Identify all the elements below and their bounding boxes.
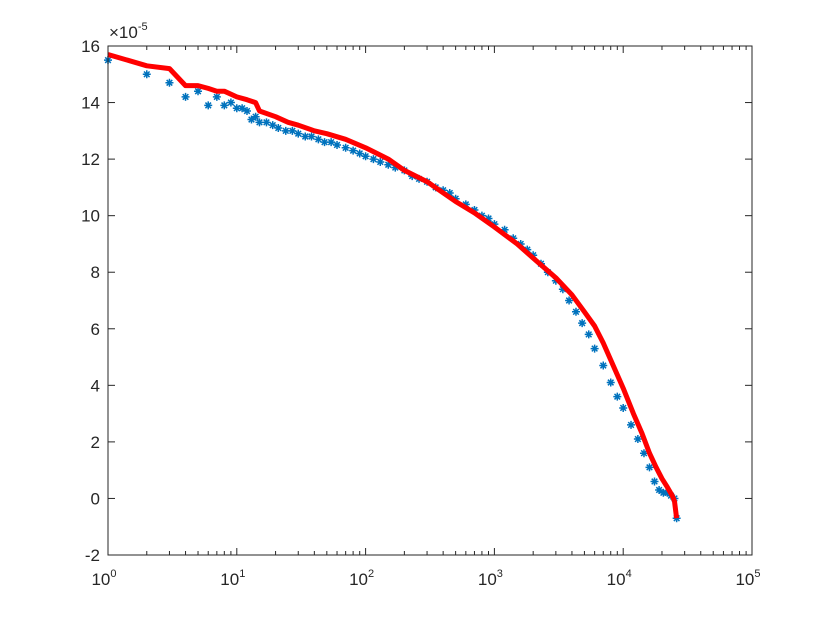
scatter-point (484, 214, 493, 223)
y-multiplier-exponent: -5 (138, 21, 148, 33)
scatter-point (320, 138, 329, 147)
scatter-point (226, 98, 235, 107)
y-multiplier-base: ×10 (109, 23, 138, 42)
scatter-point (242, 107, 251, 116)
x-tick-base: 10 (478, 570, 497, 589)
scatter-point (361, 152, 370, 161)
x-tick-base: 10 (220, 570, 239, 589)
y-tick-label: 12 (81, 150, 100, 169)
scatter-point (281, 126, 290, 135)
scatter-point (212, 92, 221, 101)
x-tick-exponent: 3 (497, 568, 503, 580)
scatter-point (461, 200, 470, 209)
scatter-point (558, 285, 567, 294)
scatter-point (247, 115, 256, 124)
y-tick-label: 14 (81, 94, 100, 113)
scatter-point (571, 307, 580, 316)
y-tick-label: 8 (91, 263, 100, 282)
x-tick-exponent: 2 (368, 568, 374, 580)
scatter-point (672, 514, 681, 523)
scatter-point (565, 296, 574, 305)
y-tick-label: 6 (91, 320, 100, 339)
x-tick-label: 103 (478, 568, 503, 589)
y-tick-label: 0 (91, 489, 100, 508)
line-series (107, 52, 680, 519)
scatter-point (613, 392, 622, 401)
scatter-point (314, 135, 323, 144)
x-tick-exponent: 1 (239, 568, 245, 580)
scatter-point (599, 361, 608, 370)
scatter-point (355, 149, 364, 158)
scatter-point (590, 344, 599, 353)
scatter-point (232, 104, 241, 113)
scatter-point (204, 101, 213, 110)
scatter-point (500, 225, 509, 234)
y-tick-label: 16 (81, 37, 100, 56)
fit-line (107, 52, 680, 519)
scatter-point (627, 420, 636, 429)
x-tick-exponent: 0 (110, 568, 116, 580)
scatter-point (288, 126, 297, 135)
scatter-point (376, 157, 385, 166)
scatter-point (645, 463, 654, 472)
scatter-point (274, 124, 283, 133)
x-tick-base: 10 (349, 570, 368, 589)
x-tick-base: 10 (91, 570, 110, 589)
y-tick-labels: 16 14 12 10 8 6 4 2 0 -2 (81, 37, 100, 565)
scatter-point (268, 121, 277, 130)
scatter-point (294, 129, 303, 138)
scatter-point (165, 78, 174, 87)
scatter-point (655, 485, 664, 494)
x-tick-base: 10 (735, 570, 754, 589)
axes-box (107, 45, 753, 556)
x-tick-label: 102 (349, 568, 374, 589)
y-tick-label: -2 (85, 546, 100, 565)
scatter-point (181, 92, 190, 101)
scatter-point (663, 488, 672, 497)
scatter-point (633, 435, 642, 444)
scatter-point (307, 132, 316, 141)
scatter-point (301, 132, 310, 141)
scatter-point (341, 143, 350, 152)
scatter-point (255, 118, 264, 127)
scatter-point (578, 319, 587, 328)
scatter-point (619, 403, 628, 412)
y-multiplier-label: ×10-5 (109, 21, 148, 42)
scatter-point (251, 112, 260, 121)
scatter-point (584, 330, 593, 339)
x-tick-exponent: 4 (626, 568, 632, 580)
scatter-point (639, 449, 648, 458)
x-tick-labels: 100 101 102 103 104 105 (91, 568, 760, 589)
scatter-point (194, 87, 203, 96)
scatter-point (391, 163, 400, 172)
scatter-point (650, 477, 659, 486)
axis-ticks (107, 45, 753, 556)
y-tick-label: 2 (91, 433, 100, 452)
y-tick-label: 10 (81, 207, 100, 226)
scatter-point (142, 70, 151, 79)
scatter-point (606, 378, 615, 387)
x-tick-label: 101 (220, 568, 245, 589)
x-tick-label: 105 (735, 568, 760, 589)
scatter-point (349, 146, 358, 155)
plot-area-background (108, 46, 752, 555)
scatter-point (327, 138, 336, 147)
x-tick-base: 10 (607, 570, 626, 589)
scatter-point (384, 160, 393, 169)
scatter-point (238, 104, 247, 113)
scatter-point (445, 189, 454, 198)
x-tick-label: 104 (607, 568, 632, 589)
x-tick-label: 100 (91, 568, 116, 589)
scatter-point (220, 101, 229, 110)
y-tick-label: 4 (91, 376, 100, 395)
x-tick-exponent: 5 (754, 568, 760, 580)
scatter-point (333, 140, 342, 149)
scatter-point (262, 118, 271, 127)
scatter-point (369, 155, 378, 164)
